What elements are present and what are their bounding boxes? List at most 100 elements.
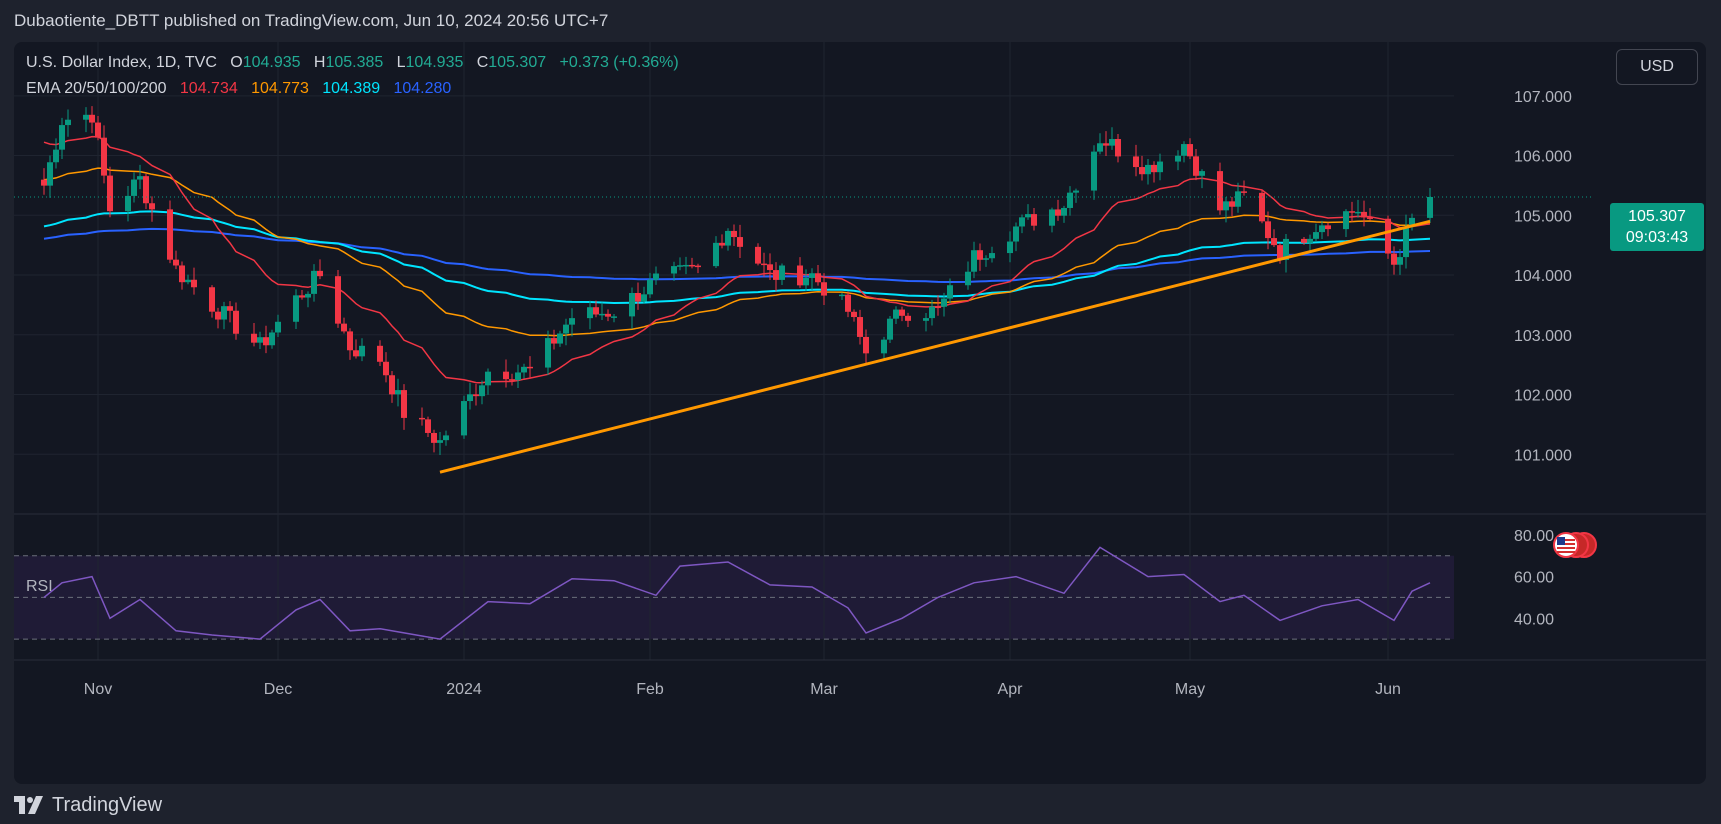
candle-body xyxy=(815,273,821,283)
candle-body xyxy=(767,264,773,271)
ema-legend[interactable]: EMA 20/50/100/200 104.734 104.773 104.38… xyxy=(26,80,451,98)
candle-body xyxy=(797,265,803,286)
candle-body xyxy=(131,179,137,196)
candle-body xyxy=(107,175,113,212)
candle-body xyxy=(1157,161,1163,173)
symbol-title[interactable]: U.S. Dollar Index, 1D, TVC xyxy=(26,54,217,71)
candle-body xyxy=(935,306,941,309)
candle-body xyxy=(383,361,389,376)
ema200-value: 104.280 xyxy=(393,80,452,97)
candle-body xyxy=(1343,211,1349,230)
open-value: 104.935 xyxy=(242,54,301,71)
price-tick-label: 104.000 xyxy=(1514,268,1572,285)
candle-body xyxy=(65,119,71,126)
price-tick-label: 106.000 xyxy=(1514,149,1572,166)
candle-body xyxy=(1103,143,1109,146)
candle-body xyxy=(1151,164,1157,173)
candle-body xyxy=(341,323,347,332)
candle-body xyxy=(809,273,815,278)
candle-body xyxy=(95,122,101,138)
candle-body xyxy=(641,294,647,302)
candle-body xyxy=(1397,257,1403,265)
candle-body xyxy=(335,276,341,324)
candle-body xyxy=(359,345,365,357)
candle-body xyxy=(167,209,173,260)
candle-body xyxy=(419,417,425,420)
candle-body xyxy=(929,306,935,319)
candle-body xyxy=(695,265,701,268)
candle-body xyxy=(845,294,851,312)
price-chart[interactable]: 107.000 106.000 105.000 104.000 103.000 102.0… xyxy=(14,42,1706,784)
last-price-value: 105.307 xyxy=(1628,208,1686,225)
candle-body xyxy=(125,195,131,212)
candle-body xyxy=(1073,190,1079,193)
candle-body xyxy=(1301,238,1307,243)
candle-body xyxy=(671,266,677,274)
candle-body xyxy=(689,264,695,267)
currency-button[interactable]: USD xyxy=(1616,49,1698,85)
ema100-value: 104.389 xyxy=(322,80,381,97)
publisher-header: Dubaotiente_DBTT published on TradingVie… xyxy=(14,11,609,30)
candle-body xyxy=(173,259,179,266)
candle-body xyxy=(839,294,845,297)
candle-body xyxy=(1229,201,1235,207)
change-value: +0.373 (+0.36%) xyxy=(559,54,679,71)
footer: TradingView xyxy=(14,786,162,824)
candle-body xyxy=(467,394,473,402)
candle-body xyxy=(737,237,743,247)
chart-panel[interactable]: 107.000 106.000 105.000 104.000 103.000 102.0… xyxy=(14,42,1706,784)
candle-body xyxy=(653,273,659,280)
candle-body xyxy=(1355,211,1361,214)
symbol-legend[interactable]: U.S. Dollar Index, 1D, TVC O104.935 H105… xyxy=(26,54,679,72)
ema-label[interactable]: EMA 20/50/100/200 xyxy=(26,80,167,97)
candle-body xyxy=(971,250,977,272)
candle-body xyxy=(89,114,95,123)
price-tick-label: 105.000 xyxy=(1514,208,1572,225)
candle-body xyxy=(347,331,353,351)
rsi-line xyxy=(43,546,1431,640)
candle-body xyxy=(143,176,149,204)
candle-body xyxy=(461,401,467,436)
candle-body xyxy=(863,336,869,354)
low-label: L xyxy=(396,54,406,71)
candle-body xyxy=(353,350,359,357)
candle-body xyxy=(395,390,401,395)
candle-body xyxy=(209,287,215,312)
candle-body xyxy=(1385,218,1391,254)
candle-body xyxy=(1409,217,1415,227)
time-axis-label: May xyxy=(1175,681,1205,698)
candle-body xyxy=(101,137,107,176)
candle-body xyxy=(485,371,491,386)
open-label: O xyxy=(230,54,243,71)
candle-body xyxy=(1235,191,1241,207)
trendline xyxy=(439,219,1431,474)
candle-body xyxy=(1175,155,1181,162)
us-flag-event-icon[interactable] xyxy=(1550,530,1600,560)
candle-body xyxy=(437,440,443,443)
time-axis-label: Dec xyxy=(264,681,292,698)
candle-body xyxy=(1091,151,1097,191)
tradingview-logo-icon[interactable] xyxy=(14,796,44,814)
candle-body xyxy=(425,419,431,433)
candle-body xyxy=(731,230,737,238)
candle-body xyxy=(473,394,479,397)
candle-body xyxy=(605,313,611,317)
candle-body xyxy=(1115,139,1121,157)
time-axis-label: Nov xyxy=(84,681,112,698)
ema20-line xyxy=(43,135,1431,384)
rsi-label[interactable]: RSI xyxy=(26,578,53,595)
candle-body xyxy=(569,318,575,325)
candle-body xyxy=(1319,225,1325,233)
footer-brand[interactable]: TradingView xyxy=(52,793,163,816)
candle-body xyxy=(527,366,533,369)
high-label: H xyxy=(313,54,326,71)
candle-body xyxy=(41,179,47,186)
candle-body xyxy=(311,270,317,294)
candle-body xyxy=(401,390,407,418)
candle-body xyxy=(545,338,551,368)
candle-body xyxy=(227,306,233,311)
rsi-tick-label: 60.00 xyxy=(1514,570,1554,587)
candle-body xyxy=(977,250,983,260)
candle-body xyxy=(1061,207,1067,216)
candle-body xyxy=(137,176,143,180)
